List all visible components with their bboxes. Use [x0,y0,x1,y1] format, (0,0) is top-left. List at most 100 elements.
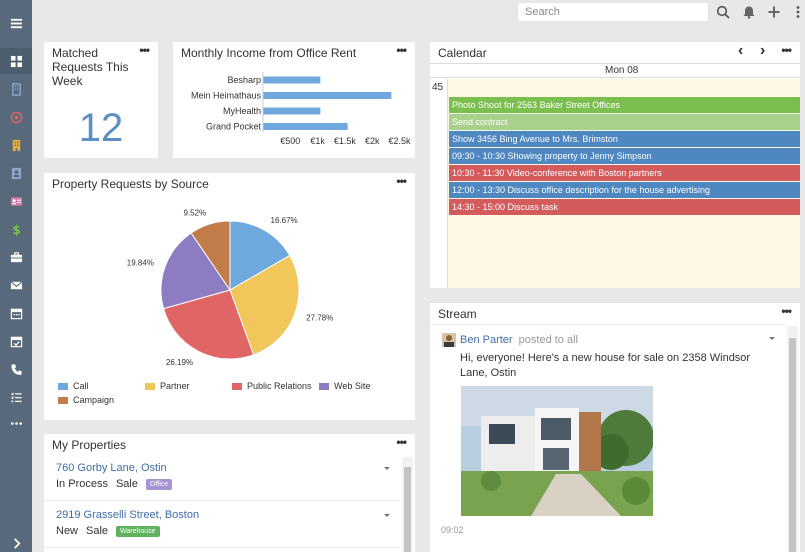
legend-swatch [58,396,68,404]
panel-title: Property Requests by Source [52,177,209,191]
panel-menu-button[interactable]: ••• [781,304,792,318]
envelope-icon[interactable] [0,272,32,298]
pie-slice[interactable] [162,289,255,360]
chevron-down-icon[interactable] [768,336,776,342]
contact-icon[interactable] [0,160,32,186]
calendar-event[interactable]: Photo Shoot for 2563 Baker Street Office… [449,97,800,113]
pie-slice[interactable] [160,232,231,310]
legend-item[interactable]: Campaign [58,395,114,405]
legend-item[interactable]: Web Site [319,381,370,391]
panel-title: Stream [438,307,477,321]
stream-post-header: Ben Parter posted to all [460,334,578,346]
calendar-event[interactable]: 12:00 - 13:30 Discuss office description… [449,182,800,198]
property-type: Sale [115,478,138,490]
monthly-income-panel: Monthly Income from Office Rent ••• Besh… [173,42,415,158]
panel-menu-button[interactable]: ••• [139,43,150,57]
calendar-day-label: Mon 08 [605,65,639,76]
calendar-next-button[interactable]: › [760,42,766,59]
panel-menu-button[interactable]: ••• [781,43,792,57]
pie-data-label: 19.84% [127,258,154,267]
stream-author-link[interactable]: Ben Parter [460,334,513,346]
panel-menu-button[interactable]: ••• [396,43,407,57]
id-card-icon[interactable] [0,188,32,214]
phone-icon[interactable] [0,356,32,382]
pie-data-label: 9.52% [183,209,206,218]
stream-post-text: Hi, everyone! Here's a new house for sal… [460,352,751,379]
legend-swatch [319,382,329,390]
svg-text:$: $ [12,223,20,236]
panel-menu-button[interactable]: ••• [396,435,407,449]
scrollbar[interactable] [787,326,798,552]
calendar-grid[interactable]: Photo Shoot for 2563 Baker Street Office… [447,79,800,288]
list-item[interactable]: 760 Gorby Lane, Ostin In Process Sale Of… [44,454,401,501]
calendar-panel: Calendar ‹ › ••• Mon 08 45 Photo Shoot f… [430,42,800,288]
chevron-down-icon[interactable] [383,513,391,519]
income-bar-chart: Besharp Mein Heimathaus MyHealth Grand Pock… [191,72,411,146]
expand-icon[interactable] [0,530,32,552]
search-icon[interactable] [714,3,732,21]
panel-title: Monthly Income from Office Rent [181,46,357,60]
property-address-link[interactable]: 760 Gorby Lane, Ostin [56,462,167,474]
legend-label: Web Site [334,381,371,391]
bar[interactable] [263,123,348,130]
calendar-check-icon[interactable] [0,328,32,354]
calendar-event[interactable]: Send contract [449,114,800,130]
bell-icon[interactable] [740,3,758,21]
bar[interactable] [263,92,392,99]
bar-category-label: Mein Heimathaus [191,91,262,101]
calendar-day-header: Mon 08 [430,63,800,78]
building-icon[interactable] [0,76,32,102]
pie-slice[interactable] [229,254,300,356]
pie-slice[interactable] [190,220,231,292]
legend-label: Public Relations [247,381,312,391]
calendar-event[interactable]: 14:30 - 15:00 Discuss task [449,199,800,215]
sidebar: $ [0,0,32,552]
panel-title: My Properties [52,438,127,452]
property-badge: Warehouse [116,525,160,537]
house-photo[interactable] [461,386,653,516]
calendar-hour-label: 45 [432,82,444,93]
bar[interactable] [263,76,321,84]
search-input[interactable]: Search [517,2,709,22]
plus-icon[interactable] [765,3,783,21]
legend-label: Call [73,381,89,391]
legend-swatch [58,382,68,390]
briefcase-icon[interactable] [0,244,32,270]
legend-label: Partner [160,381,190,391]
scrollbar-thumb[interactable] [789,338,796,552]
calendar-event[interactable]: Show 3456 Bing Avenue to Mrs. Brimston [449,131,800,147]
scrollbar[interactable] [402,457,413,552]
more-menu-icon[interactable] [789,3,805,21]
bar[interactable] [263,107,321,115]
more-icon[interactable] [0,410,32,436]
panel-menu-button[interactable]: ••• [396,174,407,188]
tasks-icon[interactable] [0,384,32,410]
office-icon[interactable] [0,132,32,158]
x-tick-label: €1k [310,136,325,146]
calendar-event[interactable]: 09:30 - 10:30 Showing property to Jenny … [449,148,800,164]
property-address-link[interactable]: 2919 Grasselli Street, Boston [56,509,200,521]
legend-label: Campaign [73,395,115,405]
pie-data-label: 26.19% [166,358,193,367]
pie-slice[interactable] [229,220,291,291]
property-badge: Office [146,478,173,490]
dashboard-icon[interactable] [0,48,32,74]
topbar: Search [32,0,805,24]
list-item[interactable]: 2919 Grasselli Street, Boston New Sale W… [44,501,401,548]
property-status: In Process [56,478,108,490]
menu-icon[interactable] [0,10,32,36]
legend-item[interactable]: Partner [145,381,190,391]
calendar-event[interactable]: 10:30 - 11:30 Video-conference with Bost… [449,165,800,181]
requests-pie-chart: 16.67% 27.78% 26.19% 19.84% 9.52% [127,209,333,367]
legend-item[interactable]: Public Relations [232,381,312,391]
dollar-icon[interactable]: $ [0,216,32,242]
target-icon[interactable] [0,104,32,130]
chevron-down-icon[interactable] [383,466,391,472]
calendar-prev-button[interactable]: ‹ [738,42,744,59]
legend-item[interactable]: Call [58,381,89,391]
calendar-icon[interactable] [0,300,32,326]
avatar[interactable] [442,333,456,347]
property-status: New [56,525,79,537]
legend-swatch [232,382,242,390]
scrollbar-thumb[interactable] [404,467,411,552]
